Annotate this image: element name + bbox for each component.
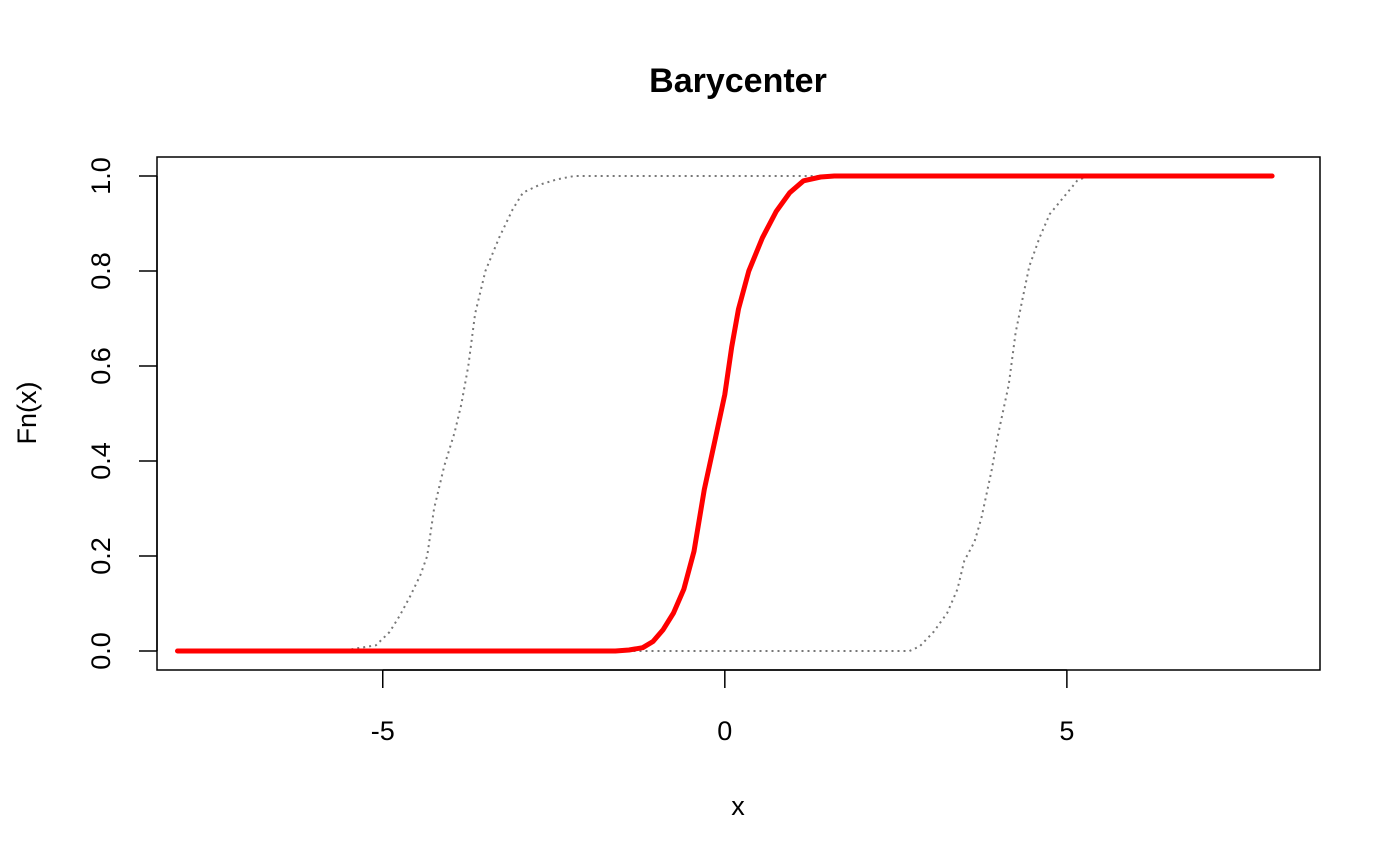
x-axis-label: x — [731, 791, 745, 821]
barycenter-line — [175, 173, 1275, 654]
input-distribution-line-2 — [177, 175, 1273, 652]
x-tick-label: 5 — [1059, 716, 1074, 746]
y-axis-label: Fn(x) — [12, 382, 42, 445]
series-layer — [175, 173, 1275, 654]
x-tick-label: -5 — [371, 716, 395, 746]
plot-frame — [156, 156, 1321, 671]
y-tick-label: 0.2 — [86, 537, 116, 575]
y-tick-label: 1.0 — [86, 157, 116, 195]
y-tick-label: 0.4 — [86, 442, 116, 480]
y-tick-label: 0.6 — [86, 347, 116, 385]
input-distribution-line-1 — [177, 175, 1273, 652]
x-tick-label: 0 — [717, 716, 732, 746]
y-axis: 0.0 0.2 0.4 0.6 0.8 1.0 — [86, 157, 158, 670]
y-tick-label: 0.0 — [86, 632, 116, 670]
chart-title: Barycenter — [649, 62, 827, 100]
y-tick-label: 0.8 — [86, 252, 116, 290]
x-axis: -5 0 5 — [371, 669, 1074, 746]
